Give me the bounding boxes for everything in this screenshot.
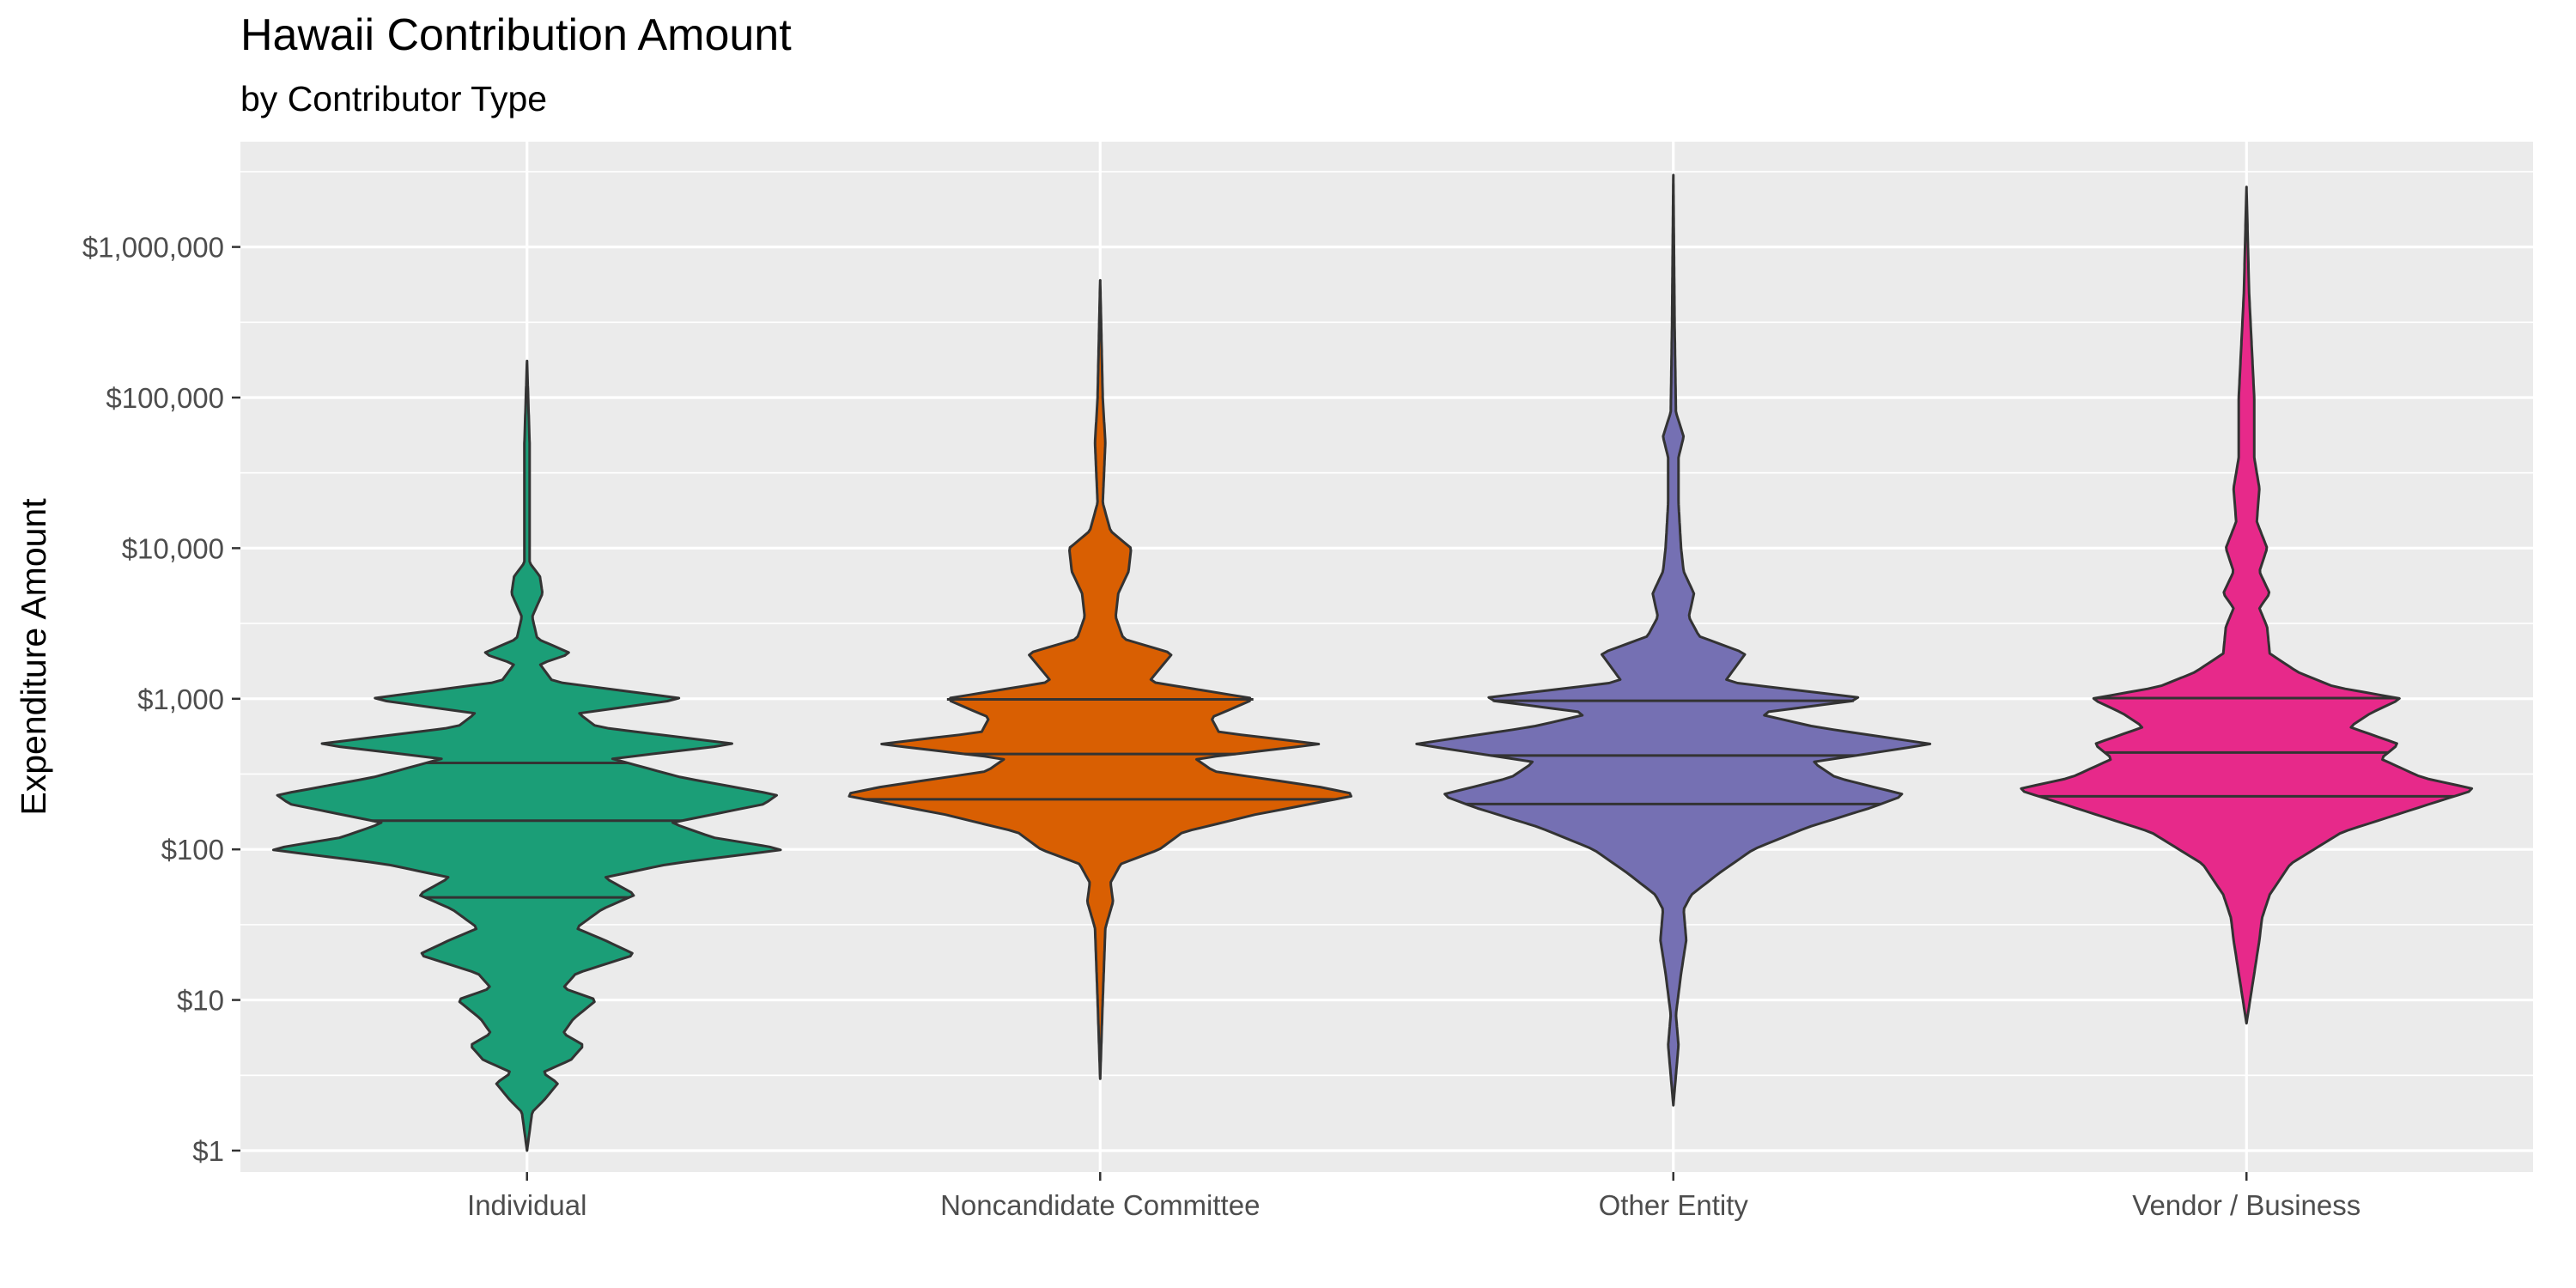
violin-individual <box>271 359 782 1152</box>
violin-body <box>1415 173 1932 1107</box>
chart-title: Hawaii Contribution Amount <box>240 10 792 60</box>
y-tick-label: $100,000 <box>106 382 224 414</box>
axes: $1 $10 $100 $1,000 $10,000 $100,000 $1,000,000… <box>82 232 2360 1221</box>
y-tick-label: $10,000 <box>122 532 224 564</box>
violin-other-entity <box>1415 173 1932 1107</box>
violins <box>271 173 2474 1152</box>
x-tick-label: Noncandidate Committee <box>940 1189 1260 1221</box>
violin-body <box>271 359 782 1152</box>
y-tick-label: $10 <box>177 985 224 1017</box>
x-tick-label: Individual <box>467 1189 586 1221</box>
y-axis-title: Expenditure Amount <box>14 498 53 816</box>
y-tick-label: $100 <box>161 834 224 866</box>
y-tick-label: $1 <box>192 1135 224 1167</box>
violin-body <box>2020 185 2474 1025</box>
chart-subtitle: by Contributor Type <box>240 79 547 118</box>
x-tick-label: Vendor / Business <box>2132 1189 2360 1221</box>
y-tick-label: $1,000 <box>137 683 224 715</box>
y-tick-label: $1,000,000 <box>82 232 224 264</box>
violin-vendor-business <box>2020 185 2474 1025</box>
x-tick-label: Other Entity <box>1599 1189 1749 1221</box>
violin-noncandidate-committee <box>848 279 1352 1080</box>
violin-body <box>848 279 1352 1080</box>
plot-panel <box>240 142 2533 1172</box>
